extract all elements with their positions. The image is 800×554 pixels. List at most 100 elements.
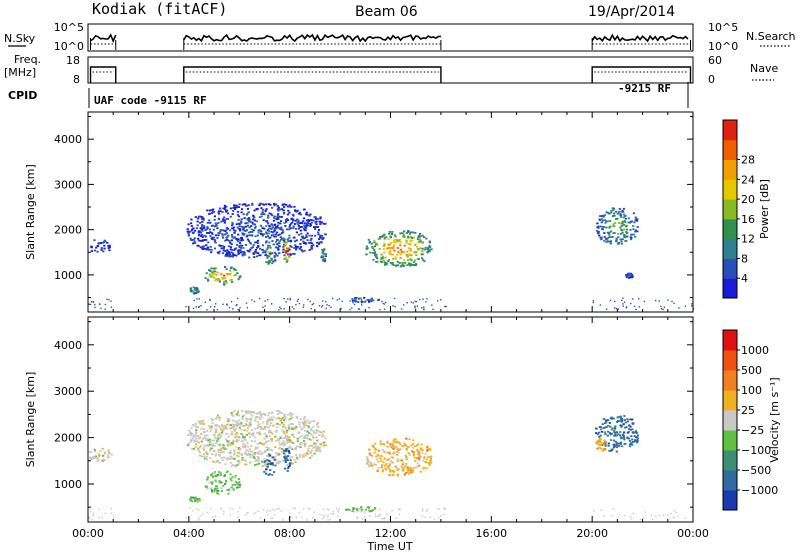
echo-cell <box>248 424 251 427</box>
echo-cell <box>216 251 219 254</box>
echo-cell <box>389 460 392 462</box>
echo-cell <box>217 217 220 220</box>
echo-cell <box>320 255 323 258</box>
echo-cell <box>365 245 368 248</box>
echo-cell <box>385 463 388 465</box>
echo-cell <box>417 241 420 244</box>
echo-cell <box>265 248 268 251</box>
echo-cell <box>226 417 229 420</box>
echo-cell <box>95 246 98 249</box>
echo-cell <box>401 463 404 466</box>
echo-cell <box>425 467 428 470</box>
echo-cell <box>268 429 271 432</box>
echo-cell <box>364 300 367 303</box>
echo-cell <box>211 481 214 484</box>
echo-cell <box>285 250 288 252</box>
echo-cell <box>201 248 204 250</box>
echo-cell <box>213 445 216 447</box>
echo-cell <box>284 455 287 458</box>
echo-cell <box>322 255 325 258</box>
echo-cell <box>203 227 206 229</box>
echo-cell <box>240 433 243 435</box>
echo-cell <box>231 223 234 225</box>
echo-cell <box>609 242 612 245</box>
echo-cell <box>299 443 302 446</box>
echo-cell <box>237 308 239 311</box>
echo-cell <box>266 247 269 249</box>
echo-cell <box>238 419 241 422</box>
echo-cell <box>195 437 198 440</box>
echo-cell <box>384 467 387 470</box>
echo-cell <box>409 263 412 265</box>
echo-cell <box>312 446 315 449</box>
echo-cell <box>220 490 223 492</box>
echo-cell <box>368 464 371 466</box>
echo-cell <box>292 218 295 221</box>
echo-cell <box>225 489 228 491</box>
echo-cell <box>216 414 219 417</box>
echo-cell <box>192 496 195 499</box>
echo-cell <box>266 455 269 457</box>
echo-cell <box>264 460 267 462</box>
echo-cell <box>268 254 271 257</box>
echo-cell <box>624 515 626 517</box>
echo-cell <box>284 448 288 450</box>
echo-cell <box>237 460 240 462</box>
echo-cell <box>299 446 302 448</box>
echo-cell <box>211 233 214 236</box>
echo-cell <box>600 221 603 224</box>
echo-cell <box>615 307 618 310</box>
echo-cell <box>210 267 213 270</box>
colorbar-tick-label: 24 <box>741 173 755 186</box>
echo-cell <box>303 304 305 306</box>
echo-cell <box>208 481 211 484</box>
echo-cell <box>379 308 381 311</box>
echo-cell <box>271 240 274 242</box>
echo-cell <box>308 220 311 222</box>
echo-cell <box>286 459 289 461</box>
echo-cell <box>225 233 228 235</box>
echo-cell <box>263 427 266 430</box>
echo-cell <box>310 427 313 430</box>
echo-cell <box>420 443 423 446</box>
echo-cell <box>263 461 266 464</box>
echo-cell <box>267 230 270 232</box>
echo-cell <box>625 273 628 276</box>
echo-cell <box>231 423 234 426</box>
echo-cell <box>249 231 252 233</box>
echo-cell <box>618 445 621 447</box>
echo-cell <box>279 419 283 422</box>
echo-cell <box>396 454 399 456</box>
echo-cell <box>224 206 227 209</box>
echo-cell <box>110 300 112 302</box>
echo-cell <box>428 448 431 450</box>
echo-cell <box>204 235 208 238</box>
echo-cell <box>619 415 622 418</box>
echo-cell <box>405 448 408 450</box>
echo-cell <box>271 508 273 511</box>
echo-cell <box>197 441 200 444</box>
echo-cell <box>396 240 399 243</box>
echo-cell <box>291 306 294 308</box>
echo-cell <box>310 246 313 249</box>
echo-cell <box>384 256 387 259</box>
echo-cell <box>663 306 666 308</box>
echo-cell <box>296 417 299 419</box>
echo-cell <box>337 510 339 513</box>
echo-cell <box>265 511 268 513</box>
echo-cell <box>613 307 616 309</box>
echo-cell <box>103 452 106 455</box>
echo-cell <box>366 247 369 249</box>
echo-cell <box>598 234 601 237</box>
colorbar-segment <box>723 430 737 451</box>
echo-cell <box>292 227 295 229</box>
echo-cell <box>98 455 101 457</box>
echo-cell <box>437 300 439 302</box>
echo-cell <box>193 237 196 240</box>
echo-cell <box>190 229 193 232</box>
echo-cell <box>329 518 331 521</box>
echo-cell <box>229 246 233 249</box>
echo-cell <box>429 516 431 518</box>
echo-cell <box>673 517 675 519</box>
echo-cell <box>300 221 303 224</box>
